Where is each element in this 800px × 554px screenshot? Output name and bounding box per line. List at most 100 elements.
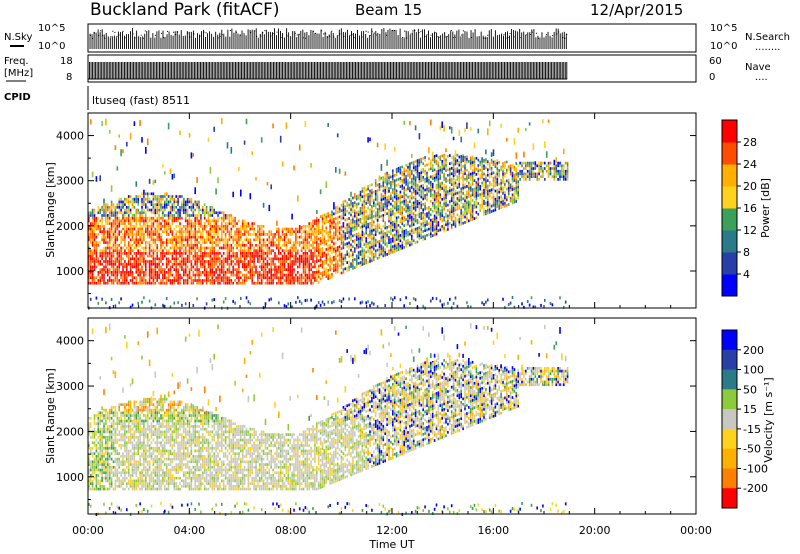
echo-cell (211, 260, 214, 263)
echo-cell (441, 187, 443, 190)
echo-cell (403, 224, 405, 228)
echo-cell (416, 183, 419, 187)
echo-cell (414, 192, 417, 196)
echo-cell (245, 273, 248, 277)
echo-cell (160, 195, 162, 198)
echo-cell (143, 281, 145, 285)
echo-cell (297, 279, 299, 282)
echo-cell (411, 186, 413, 189)
echo-cell (350, 229, 352, 233)
echo-cell (262, 238, 265, 242)
echo-cell (241, 262, 244, 266)
echo-cell (260, 262, 263, 266)
echo-cell (139, 216, 141, 220)
echo-cell (236, 241, 238, 244)
echo-cell (316, 279, 318, 282)
echo-cell (335, 167, 337, 173)
echo-cell (392, 226, 394, 230)
echo-cell (183, 224, 185, 228)
echo-cell (304, 224, 307, 228)
nsearch-dot (369, 35, 371, 37)
echo-cell (445, 158, 447, 162)
echo-cell (266, 281, 269, 285)
echo-cell (281, 273, 284, 277)
echo-cell (306, 224, 309, 228)
echo-cell (395, 224, 398, 228)
echo-cell (230, 273, 233, 277)
echo-cell (127, 281, 130, 285)
echo-cell (202, 281, 204, 285)
echo-cell (380, 249, 383, 253)
echo-cell (105, 211, 107, 215)
echo-cell (435, 184, 438, 187)
echo-cell (317, 248, 320, 252)
echo-cell (302, 270, 305, 274)
echo-cell (449, 208, 451, 212)
echo-cell (285, 276, 288, 280)
echo-cell (224, 270, 227, 274)
echo-cell (435, 159, 438, 163)
echo-cell (133, 121, 136, 126)
echo-cell (116, 235, 119, 239)
echo-cell (403, 191, 405, 195)
nsearch-dot (446, 35, 448, 37)
echo-cell (295, 230, 297, 234)
echo-cell (116, 203, 119, 206)
echo-cell (312, 222, 314, 225)
echo-cell (232, 241, 234, 244)
echo-cell (407, 187, 409, 191)
echo-cell (302, 268, 305, 271)
echo-cell (348, 246, 350, 250)
echo-cell (213, 265, 215, 269)
echo-cell (298, 265, 301, 269)
echo-cell (171, 281, 174, 285)
echo-cell (433, 168, 436, 172)
echo-cell (403, 202, 405, 206)
echo-cell (257, 260, 259, 263)
echo-cell (190, 241, 193, 244)
echo-cell (257, 257, 259, 261)
echo-cell (450, 204, 453, 208)
echo-cell (412, 177, 415, 180)
echo-cell (221, 211, 223, 215)
echo-cell (103, 224, 105, 228)
ground-scatter (304, 299, 307, 303)
echo-cell (129, 265, 132, 269)
echo-cell (278, 281, 280, 285)
echo-cell (164, 192, 166, 196)
echo-cell (369, 200, 371, 204)
nsearch-dot (92, 37, 94, 39)
echo-cell (283, 279, 286, 282)
echo-cell (336, 208, 339, 211)
echo-cell (202, 211, 204, 215)
echo-cell (230, 260, 233, 263)
echo-cell (177, 270, 179, 274)
echo-cell (150, 281, 153, 285)
echo-cell (200, 222, 202, 225)
echo-cell (93, 211, 96, 215)
nsearch-dot (361, 36, 363, 38)
echo-cell (260, 249, 263, 253)
nave-label: Nave (745, 62, 771, 73)
echo-cell (325, 248, 328, 251)
echo-cell (126, 268, 128, 271)
echo-cell (257, 281, 259, 285)
echo-cell (198, 276, 200, 280)
echo-cell (285, 254, 288, 258)
echo-cell (183, 230, 185, 234)
echo-cell (283, 243, 286, 247)
echo-cell (276, 243, 278, 247)
echo-cell (116, 268, 119, 271)
echo-cell (443, 178, 445, 181)
echo-cell (361, 249, 364, 253)
echo-cell (194, 238, 196, 242)
echo-cell (411, 153, 413, 158)
echo-cell (158, 273, 160, 277)
echo-cell (95, 235, 98, 239)
echo-cell (298, 254, 301, 258)
nsearch-dot (177, 31, 179, 33)
ground-scatter (184, 302, 187, 306)
echo-cell (146, 197, 149, 201)
echo-cell (388, 176, 390, 180)
echo-cell (264, 246, 267, 250)
